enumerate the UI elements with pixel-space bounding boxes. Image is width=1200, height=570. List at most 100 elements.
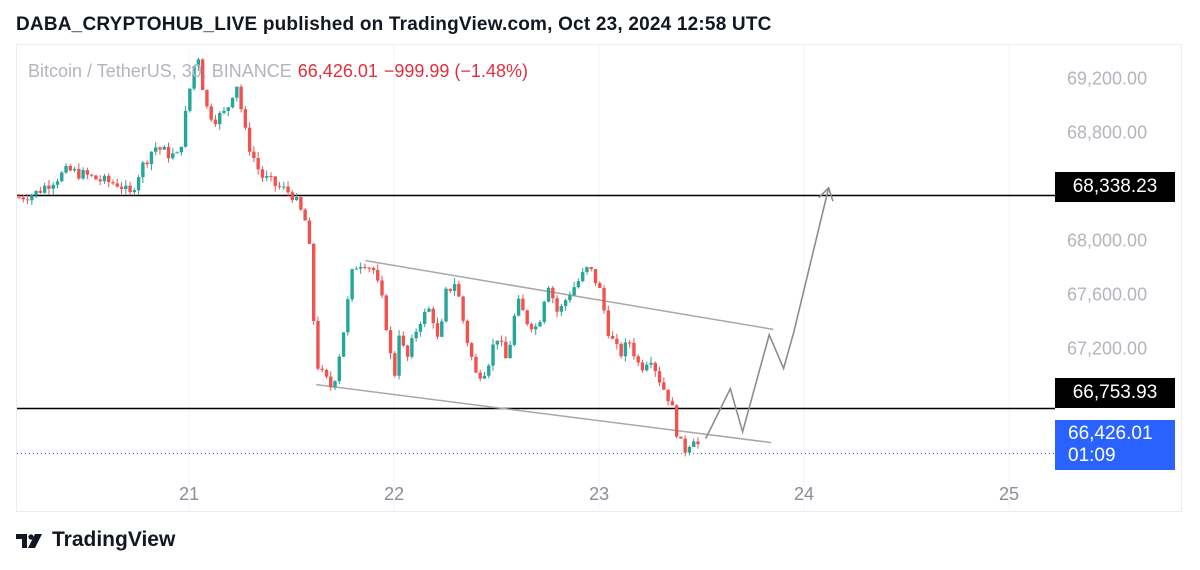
candle-body <box>371 267 376 271</box>
candle-body <box>388 330 393 354</box>
candle-body <box>290 192 295 201</box>
candle-body <box>136 177 141 191</box>
candle-body <box>627 342 632 344</box>
candle-body <box>329 376 333 388</box>
candle-body <box>111 182 115 184</box>
candle-body <box>469 343 474 357</box>
price-axis: 69,200.0068,800.0068,400.0068,000.0067,6… <box>1067 69 1147 359</box>
resistance-price-tag[interactable]: 68,338.23 <box>1055 172 1175 202</box>
candle-body <box>286 186 290 193</box>
candle-body <box>115 183 119 187</box>
candle-body <box>593 268 598 284</box>
candle-body <box>222 110 226 113</box>
candle-body <box>337 356 342 382</box>
candle-body <box>401 335 406 346</box>
candle-body <box>474 356 478 373</box>
time-axis: 21 22 23 24 25 <box>179 484 1019 504</box>
candle-body <box>440 321 444 337</box>
candle-body <box>674 405 679 437</box>
candle-body <box>397 335 401 376</box>
projection-path <box>704 187 830 439</box>
candle-body <box>504 341 508 359</box>
candle-body <box>615 338 619 344</box>
candle-body <box>376 270 380 281</box>
candle-body <box>205 90 209 107</box>
candle-body <box>508 344 512 359</box>
candle-body <box>649 362 653 365</box>
candle-body <box>239 86 243 110</box>
candle-body <box>34 190 38 196</box>
candle-body <box>81 170 85 179</box>
candle-body <box>623 342 628 357</box>
candle-body <box>610 335 615 339</box>
candle-body <box>213 119 218 125</box>
candle-body <box>696 441 700 445</box>
last-price-tag[interactable]: 66,426.01 01:09 <box>1055 420 1175 470</box>
support-price-tag[interactable]: 66,753.93 <box>1055 378 1175 408</box>
candle-body <box>576 281 581 288</box>
candle-body <box>85 170 90 175</box>
candle-body <box>589 267 593 269</box>
candle-body <box>77 168 81 179</box>
y-tick-label: 69,200.00 <box>1067 69 1147 89</box>
candle-body <box>380 280 384 296</box>
candle-body <box>303 209 307 221</box>
candle-body <box>452 284 457 291</box>
tradingview-brand[interactable]: TradingView <box>52 528 176 551</box>
candle-body <box>598 283 602 289</box>
candle-body <box>435 323 440 337</box>
y-tick-label: 67,600.00 <box>1067 284 1147 304</box>
candle-body <box>235 86 239 98</box>
candle-body <box>572 287 576 296</box>
candle-body <box>38 190 43 193</box>
legend-change: −999.99 (−1.48%) <box>383 61 528 81</box>
symbol-legend: Bitcoin / TetherUS, 30, BINANCE 66,426.01… <box>28 61 528 82</box>
candle-body <box>478 372 482 379</box>
candle-body <box>119 186 124 190</box>
candle-body <box>42 185 47 193</box>
candle-body <box>265 176 269 178</box>
symbol-label[interactable]: Bitcoin / TetherUS, 30, BINANCE <box>28 61 292 81</box>
candle-body <box>158 147 162 150</box>
candle-body <box>461 296 465 321</box>
x-tick-label: 21 <box>179 484 199 504</box>
vertical-gridlines <box>188 45 1010 510</box>
candle-body <box>341 332 346 357</box>
candle-body <box>141 162 145 178</box>
candle-body <box>499 340 504 342</box>
candle-body <box>226 107 230 111</box>
candle-body <box>183 110 188 147</box>
candle-body <box>687 446 692 453</box>
candle-body <box>333 381 337 388</box>
candle-body <box>551 287 555 299</box>
candle-body <box>320 368 324 370</box>
tradingview-logo-icon[interactable] <box>16 530 46 550</box>
candle-body <box>282 186 286 188</box>
candle-body <box>107 175 111 183</box>
last-price-value: 66,426.01 <box>1068 423 1153 444</box>
x-tick-label: 25 <box>999 484 1019 504</box>
candle-body <box>354 268 359 270</box>
candle-body <box>55 181 60 185</box>
arrow-head-icon <box>818 186 834 202</box>
candle-body <box>166 146 171 159</box>
chart-frame <box>16 44 1182 512</box>
candle-body <box>269 176 273 178</box>
candle-body <box>363 266 367 268</box>
candle-body <box>606 310 611 336</box>
x-tick-label: 22 <box>384 484 404 504</box>
candle-body <box>444 288 448 322</box>
candle-body <box>580 272 585 282</box>
candle-body <box>645 364 649 371</box>
candle-body <box>64 165 68 173</box>
candle-body <box>51 184 55 189</box>
candle-body <box>162 146 166 150</box>
candle-body <box>418 323 423 332</box>
x-tick-label: 24 <box>794 484 814 504</box>
bar-countdown: 01:09 <box>1068 445 1116 466</box>
candle-body <box>367 267 371 269</box>
channel-line <box>365 259 774 331</box>
candle-body <box>534 326 538 330</box>
candle-body <box>585 267 589 273</box>
